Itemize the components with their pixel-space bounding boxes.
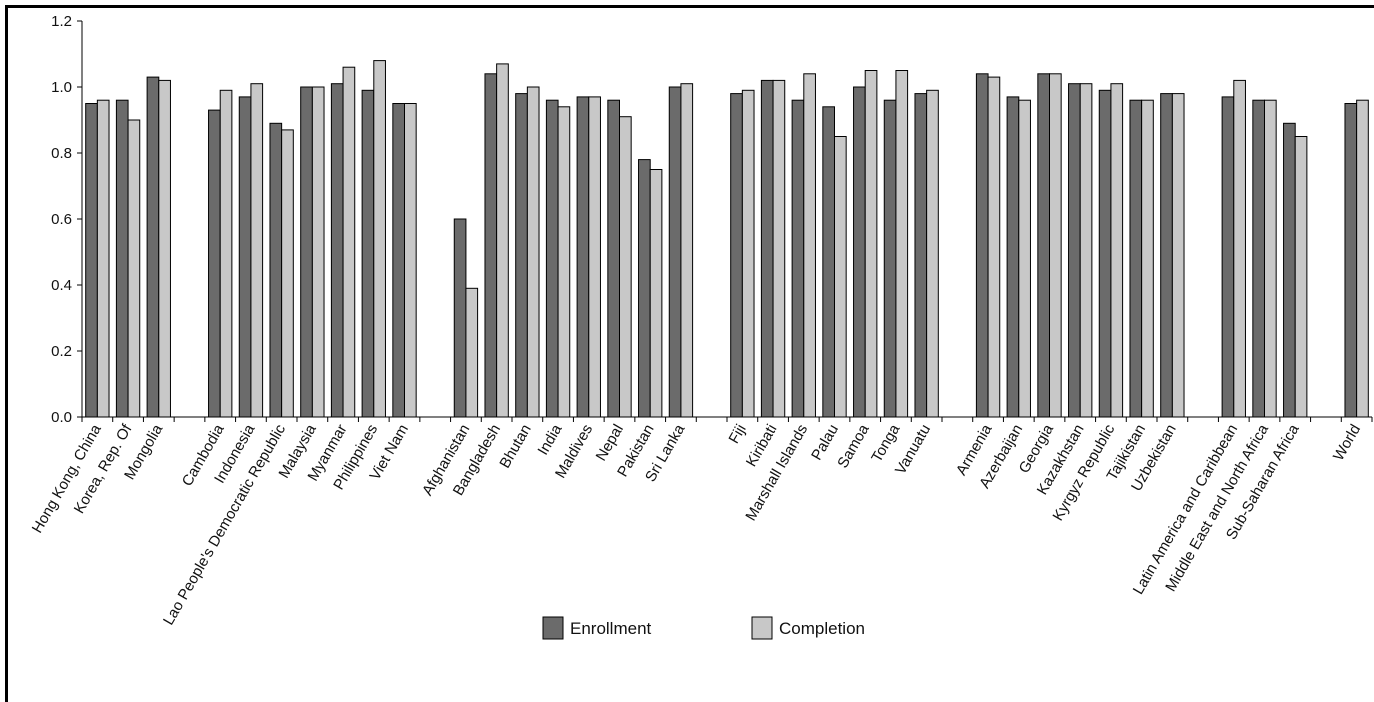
- bar-completion: [864, 70, 878, 418]
- bar-completion: [557, 106, 571, 418]
- legend-label-enrollment: Enrollment: [570, 619, 652, 638]
- bar-enrollment: [668, 86, 682, 418]
- bar-enrollment: [330, 83, 344, 418]
- bar-completion: [803, 73, 816, 418]
- bar-completion: [342, 66, 356, 418]
- bar-completion: [926, 89, 939, 418]
- bar-enrollment: [1221, 96, 1235, 418]
- bar-enrollment: [853, 86, 866, 418]
- bar-completion: [834, 136, 847, 418]
- bar-completion: [680, 83, 694, 418]
- bars-layer: [85, 60, 1369, 418]
- bar-enrollment: [545, 99, 559, 418]
- bar-enrollment: [914, 93, 928, 418]
- x-category-label: World: [1330, 422, 1364, 464]
- bar-enrollment: [822, 106, 836, 418]
- bar-enrollment: [576, 96, 590, 418]
- bar-enrollment: [1283, 122, 1296, 418]
- bar-completion: [250, 83, 264, 418]
- bar-enrollment: [760, 79, 774, 418]
- bar-enrollment: [638, 159, 651, 418]
- bar-completion: [465, 287, 479, 418]
- bar-enrollment: [883, 99, 897, 418]
- bar-enrollment: [208, 109, 221, 418]
- y-axis: 0.0 0.2 0.4 0.6 0.8 1.0 1.2: [51, 13, 83, 426]
- legend-swatch-enrollment: [542, 616, 564, 640]
- chart-frame: [5, 5, 1374, 702]
- bar-enrollment: [975, 73, 989, 418]
- bar-completion: [1049, 73, 1062, 418]
- bar-enrollment: [115, 99, 129, 418]
- bar-enrollment: [392, 103, 405, 418]
- bar-completion: [311, 86, 325, 418]
- bar-enrollment: [453, 218, 467, 418]
- bar-completion: [526, 86, 540, 418]
- bar-completion: [1356, 99, 1369, 418]
- y-tick-label: 1.2: [51, 13, 72, 30]
- bar-enrollment: [730, 93, 743, 418]
- bar-completion: [1294, 136, 1308, 418]
- bar-enrollment: [146, 76, 160, 418]
- bar-completion: [895, 70, 909, 418]
- bar-completion: [1079, 83, 1093, 418]
- bar-completion: [158, 79, 171, 418]
- y-tick-label: 0.6: [51, 211, 72, 228]
- x-category-label: Fiji: [726, 422, 750, 447]
- bar-completion: [987, 76, 1001, 418]
- bar-enrollment: [269, 122, 283, 418]
- x-category-label: India: [535, 421, 566, 458]
- bar-completion: [219, 89, 233, 418]
- bar-completion: [1110, 83, 1124, 418]
- bar-enrollment: [1006, 96, 1020, 418]
- y-tick-label: 0.8: [51, 145, 72, 162]
- bar-enrollment: [361, 89, 375, 418]
- x-category-label: Marshall Islands: [742, 422, 811, 524]
- bar-completion: [404, 103, 417, 418]
- bar-enrollment: [85, 103, 98, 418]
- y-tick-label: 0.4: [51, 277, 72, 294]
- legend: Enrollment Completion: [542, 616, 865, 640]
- bar-enrollment: [1344, 103, 1358, 418]
- y-tick-label: 1.0: [51, 79, 72, 96]
- bar-enrollment: [1098, 89, 1112, 418]
- legend-label-completion: Completion: [779, 619, 865, 638]
- bar-completion: [649, 169, 663, 418]
- bar-completion: [1233, 79, 1246, 418]
- bar-completion: [1264, 99, 1277, 418]
- bar-enrollment: [1129, 99, 1143, 418]
- y-tick-label: 0.0: [51, 409, 72, 426]
- bar-enrollment: [1160, 93, 1173, 418]
- bar-completion: [619, 116, 632, 418]
- x-category-label: Samoa: [834, 421, 873, 471]
- bar-completion: [741, 89, 755, 418]
- bar-enrollment: [791, 99, 805, 418]
- bar-completion: [281, 129, 294, 418]
- y-tick-label: 0.2: [51, 343, 72, 360]
- bar-completion: [1141, 99, 1154, 418]
- bar-enrollment: [515, 93, 528, 418]
- bar-enrollment: [484, 73, 498, 418]
- bar-completion: [1018, 99, 1031, 418]
- x-category-label: Lao People's Democratic Republic: [160, 421, 289, 628]
- bar-completion: [127, 119, 141, 418]
- bar-completion: [496, 63, 509, 418]
- bar-enrollment: [607, 99, 621, 418]
- bar-completion: [588, 96, 601, 418]
- bar-completion: [96, 99, 110, 418]
- bar-enrollment: [1068, 83, 1081, 418]
- bar-enrollment: [238, 96, 252, 418]
- bar-completion: [1171, 93, 1185, 418]
- bar-enrollment: [1037, 73, 1050, 418]
- bar-completion: [373, 60, 386, 418]
- bar-enrollment: [1252, 99, 1265, 418]
- bar-enrollment: [300, 86, 313, 418]
- bar-completion: [772, 79, 786, 418]
- legend-swatch-completion: [751, 616, 773, 640]
